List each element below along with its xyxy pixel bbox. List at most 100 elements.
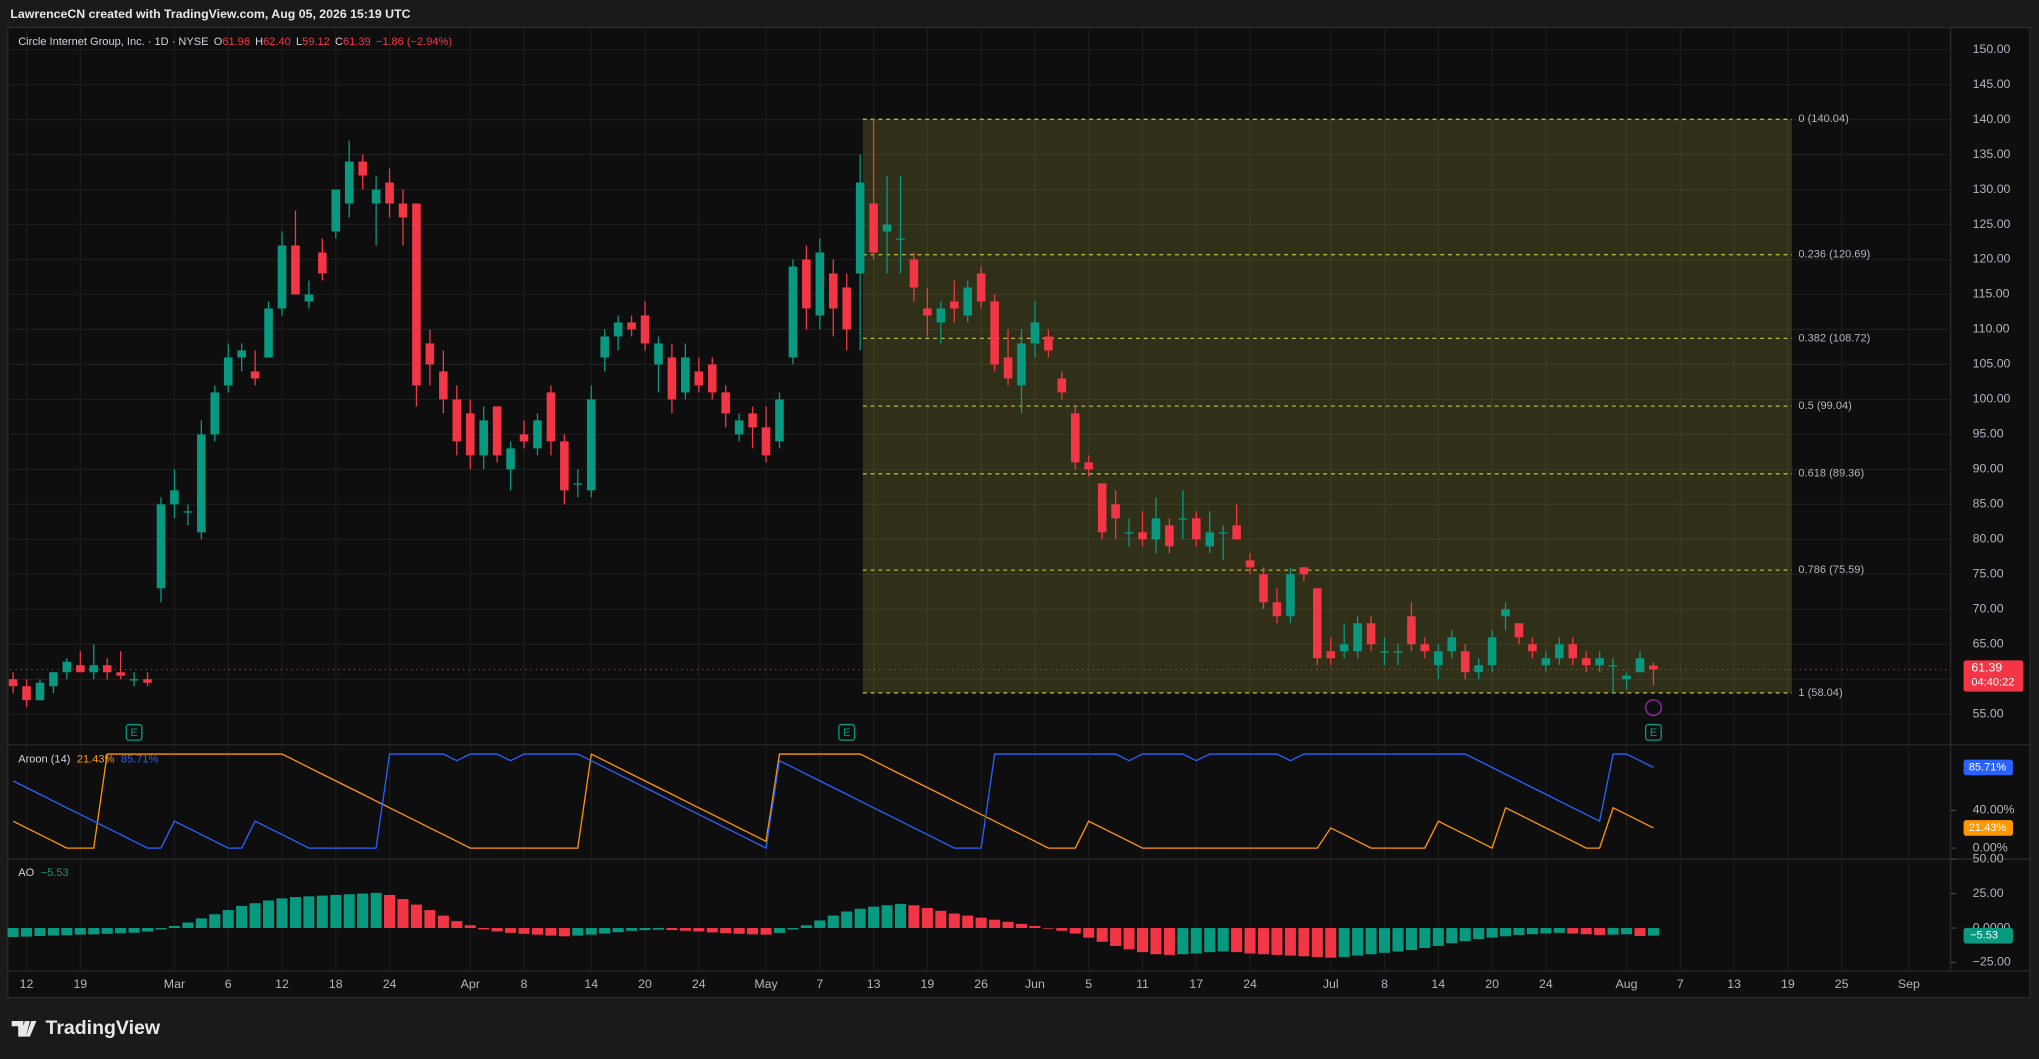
candle-body [707,364,717,393]
candle-body [546,392,556,442]
x-tick-label: 24 [1539,977,1553,991]
candle-body [842,287,851,330]
candle-body [560,441,569,491]
candle-body [479,420,488,456]
candle-body [627,322,636,330]
ao-bar [1150,928,1162,955]
earnings-marker [1644,723,1662,741]
candle-body [1541,658,1551,666]
ao-bar [962,915,974,929]
candle-body [976,273,986,302]
y-tick-label: 130.00 [1973,182,2011,196]
candle-body [1501,609,1510,617]
ao-bar [814,920,826,929]
x-tick-label: 13 [867,977,881,991]
candle-body [89,665,99,673]
candle-body [1608,665,1618,667]
symbol-legend: Circle Internet Group, Inc. · 1D · NYSE O… [18,36,452,48]
ao-bar [1392,928,1404,952]
ao-bar [733,928,745,934]
candle-body [1286,574,1295,617]
ao-bar [1284,928,1296,956]
footer-brand: TradingView [46,1017,161,1039]
x-tick-label: 25 [1835,977,1849,991]
candle-body [775,399,784,442]
candle-body [49,672,58,687]
ao-bar [34,928,46,937]
fib-label: 0.618 (89.36) [1798,468,1864,480]
candle-body [1313,588,1322,659]
ao-bar [652,928,664,930]
y-tick-label: −25.00 [1973,955,2011,969]
ohlc-key: C [335,36,343,48]
ao-bar [464,925,476,929]
candle-body [1380,651,1389,653]
candle-body [439,371,448,400]
ao-bar [1419,928,1431,949]
ao-bar [128,928,140,933]
ao-bar [249,903,261,929]
ao-bar [303,896,315,929]
ao-bar [478,928,490,930]
y-tick-label: 145.00 [1973,77,2011,91]
symbol-title: Circle Internet Group, Inc. · 1D · NYSE [18,36,208,48]
ao-bar [182,922,194,929]
ao-bar [760,928,772,935]
ao-bar [1002,921,1014,929]
candle-body [1514,623,1524,638]
x-tick-label: Apr [461,977,480,991]
candle-body [869,203,878,253]
x-tick-label: 24 [1243,977,1257,991]
candle-body [1326,651,1336,659]
candle-body [1407,616,1416,645]
ao-bar [1083,928,1095,938]
y-tick-label: 0.00% [1973,840,2008,854]
candle-body [1245,560,1255,568]
ao-bar [800,925,812,929]
ao-bar [1553,928,1565,933]
ao-bar [747,928,759,935]
ao-bar [21,928,33,937]
candle-body [936,308,946,323]
candle-body [1299,567,1309,575]
logo-icon [11,1021,37,1037]
aroon-legend: Aroon (14) 21.43% 85.71% [18,754,158,766]
candle-body [1555,644,1564,659]
ao-bar [222,910,234,929]
y-tick-label: 85.00 [1973,497,2004,511]
countdown: 04:40:22 [1971,676,2014,688]
ao-bar [1244,928,1256,954]
candle-body [1178,518,1188,520]
value-tag [1963,927,2013,944]
ao-bar [74,928,86,935]
ao-bar [357,893,369,929]
ao-bar [787,928,799,930]
value-tag-label: 85.71% [1969,761,2007,773]
candle-body [654,343,663,365]
candle-body [156,504,166,589]
candle-body [331,189,341,232]
aroon-line [12,753,1654,850]
candle-body [896,238,905,240]
ao-bar [626,928,638,931]
ao-bar [1069,928,1081,934]
x-tick-label: 14 [584,977,598,991]
candle-body [492,406,502,456]
ao-bar [975,917,987,929]
ao-bar [289,897,301,929]
ohlc-key: L [296,36,302,48]
x-tick-label: 19 [73,977,87,991]
candle-body [22,686,31,701]
ao-bar [1432,928,1444,946]
ao-bar [1526,928,1538,935]
ao-bar [1298,928,1310,957]
ao-bar [195,918,207,929]
ao-bar [1459,928,1471,942]
ohlc-value: −1.86 (−2.94%) [376,36,452,48]
ao-bar [921,908,933,929]
x-tick-label: 6 [225,977,232,991]
y-tick-label: 25.00 [1973,886,2004,900]
candle-body [318,252,327,274]
ao-bar [894,903,907,929]
ao-bar [1136,928,1149,953]
